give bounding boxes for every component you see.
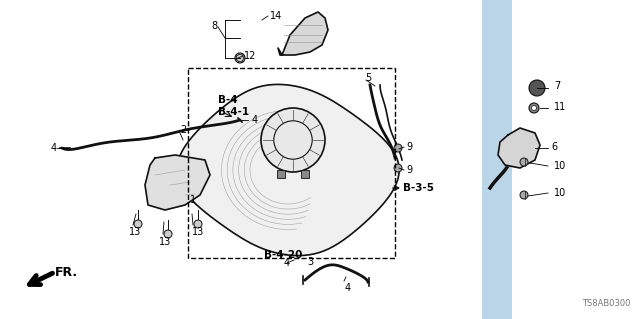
Text: 5: 5 bbox=[365, 73, 371, 83]
Text: 1: 1 bbox=[190, 195, 196, 205]
Bar bbox=[188, 68, 395, 258]
Circle shape bbox=[529, 80, 545, 96]
Circle shape bbox=[164, 230, 172, 238]
Circle shape bbox=[531, 106, 536, 110]
Text: 10: 10 bbox=[554, 161, 566, 171]
Text: 11: 11 bbox=[554, 102, 566, 112]
Text: TS8AB0300: TS8AB0300 bbox=[582, 299, 630, 308]
Circle shape bbox=[520, 158, 528, 166]
Text: 7: 7 bbox=[554, 81, 560, 91]
Text: 2: 2 bbox=[180, 125, 186, 135]
Circle shape bbox=[261, 108, 325, 172]
Text: 10: 10 bbox=[554, 188, 566, 198]
Text: 13: 13 bbox=[129, 227, 141, 237]
Polygon shape bbox=[498, 128, 540, 168]
Text: 8: 8 bbox=[212, 21, 218, 31]
Text: 4: 4 bbox=[345, 283, 351, 293]
Polygon shape bbox=[278, 12, 328, 55]
Text: 4: 4 bbox=[252, 115, 258, 125]
Text: 12: 12 bbox=[244, 51, 257, 61]
Circle shape bbox=[394, 164, 402, 172]
Circle shape bbox=[134, 220, 142, 228]
Text: 14: 14 bbox=[270, 11, 282, 21]
Circle shape bbox=[235, 53, 245, 63]
Text: B-4-1: B-4-1 bbox=[218, 107, 249, 117]
Text: FR.: FR. bbox=[55, 265, 78, 278]
Text: 3: 3 bbox=[307, 257, 313, 267]
Bar bbox=[277, 170, 285, 178]
Circle shape bbox=[394, 144, 402, 152]
Text: B-4-20: B-4-20 bbox=[264, 250, 302, 260]
Text: 13: 13 bbox=[159, 237, 171, 247]
Circle shape bbox=[194, 220, 202, 228]
Text: 13: 13 bbox=[192, 227, 204, 237]
Circle shape bbox=[520, 191, 528, 199]
Bar bbox=[301, 170, 309, 178]
Text: 4: 4 bbox=[284, 258, 290, 268]
Text: 4: 4 bbox=[51, 143, 57, 153]
Text: 9: 9 bbox=[406, 165, 412, 175]
Text: 6: 6 bbox=[551, 142, 557, 152]
Text: B-3-5: B-3-5 bbox=[403, 183, 434, 193]
Circle shape bbox=[529, 103, 539, 113]
Text: 9: 9 bbox=[406, 142, 412, 152]
Polygon shape bbox=[145, 155, 210, 210]
Polygon shape bbox=[177, 85, 399, 256]
Text: B-4: B-4 bbox=[218, 95, 237, 105]
